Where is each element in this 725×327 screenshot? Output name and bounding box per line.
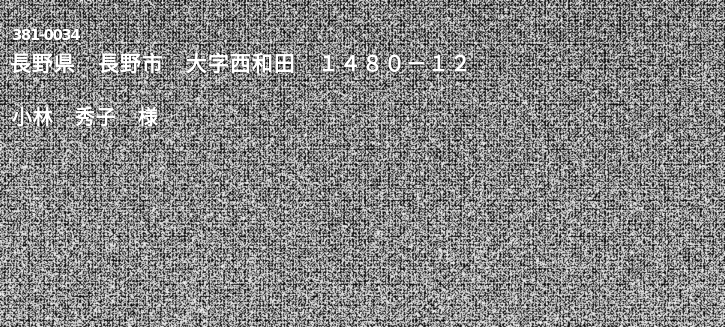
recipient-name: 小林 秀子 様 xyxy=(12,101,159,130)
postal-code: 381-0034 xyxy=(12,26,79,44)
address-line: 長野県 長野市 大字西和田 １４８０－１２ xyxy=(10,48,472,78)
